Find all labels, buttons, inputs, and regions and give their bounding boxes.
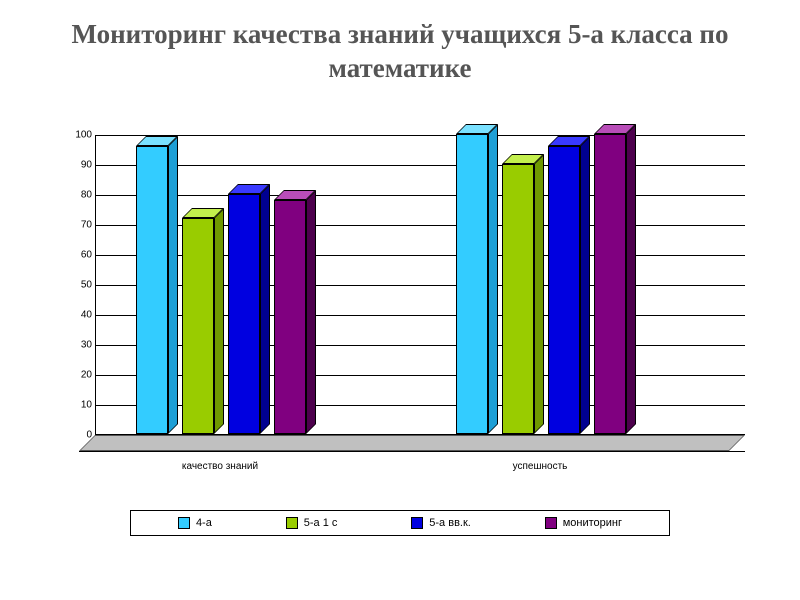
legend-swatch (178, 517, 190, 529)
legend-item: мониторинг (545, 517, 622, 529)
y-tick-label: 90 (64, 160, 92, 171)
legend: 4-а 5-а 1 с 5-а вв.к. мониторинг (130, 510, 670, 536)
legend-swatch (411, 517, 423, 529)
y-tick-label: 100 (64, 130, 92, 141)
y-tick-label: 10 (64, 400, 92, 411)
y-tick-label: 60 (64, 250, 92, 261)
bar (548, 146, 580, 434)
legend-swatch (286, 517, 298, 529)
legend-label: 4-а (196, 517, 212, 529)
bar (274, 200, 306, 434)
legend-item: 5-а 1 с (286, 517, 338, 529)
y-tick-label: 20 (64, 370, 92, 381)
x-category-label: качество знаний (135, 461, 305, 472)
legend-swatch (545, 517, 557, 529)
bar (182, 218, 214, 434)
y-tick-label: 0 (64, 430, 92, 441)
y-tick-label: 70 (64, 220, 92, 231)
gridline (96, 135, 745, 136)
legend-label: 5-а 1 с (304, 517, 338, 529)
y-tick-label: 50 (64, 280, 92, 291)
page-title: Мониторинг качества знаний учащихся 5-а … (0, 0, 800, 96)
chart-floor (95, 435, 745, 451)
gridline (96, 165, 745, 166)
bar (456, 134, 488, 434)
y-tick-label: 30 (64, 340, 92, 351)
legend-item: 5-а вв.к. (411, 517, 471, 529)
bar (594, 134, 626, 434)
bar (228, 194, 260, 434)
y-tick-label: 80 (64, 190, 92, 201)
gridline (96, 195, 745, 196)
x-category-label: успешность (455, 461, 625, 472)
legend-label: мониторинг (563, 517, 622, 529)
legend-label: 5-а вв.к. (429, 517, 471, 529)
legend-item: 4-а (178, 517, 212, 529)
y-tick-label: 40 (64, 310, 92, 321)
chart-container: 0102030405060708090100 качество знаний ус… (55, 135, 745, 495)
bar (136, 146, 168, 434)
plot-area: 0102030405060708090100 (95, 135, 745, 435)
bar (502, 164, 534, 434)
